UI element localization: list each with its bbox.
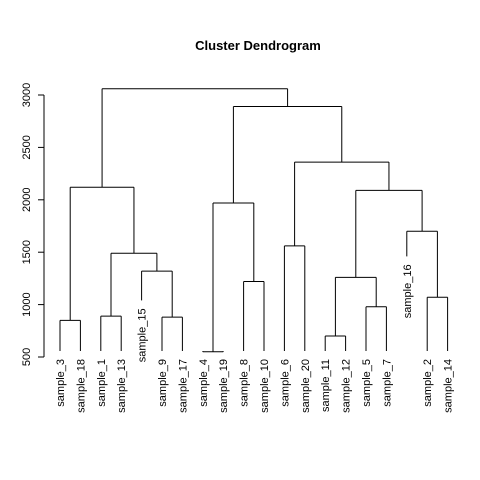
chart-title: Cluster Dendrogram bbox=[195, 38, 321, 53]
leaf-label: sample_16 bbox=[402, 264, 414, 318]
y-tick-label: 500 bbox=[21, 348, 33, 366]
leaf-label: sample_9 bbox=[157, 359, 169, 407]
y-tick-label: 2000 bbox=[21, 188, 33, 212]
leaf-label: sample_18 bbox=[75, 359, 87, 413]
leaf-label: sample_2 bbox=[422, 359, 434, 407]
leaf-label: sample_15 bbox=[137, 308, 149, 362]
leaf-label: sample_7 bbox=[381, 359, 393, 407]
leaf-label: sample_17 bbox=[177, 359, 189, 413]
leaf-label: sample_5 bbox=[361, 359, 373, 407]
leaf-label: sample_3 bbox=[55, 359, 67, 407]
leaf-label: sample_10 bbox=[259, 359, 271, 413]
y-axis: 500 1000 1500 2000 2500 3000 bbox=[21, 83, 45, 366]
leaf-label: sample_13 bbox=[116, 359, 128, 413]
leaf-label: sample_6 bbox=[279, 359, 291, 407]
leaf-label: sample_4 bbox=[198, 359, 210, 407]
leaf-labels: sample_3 sample_18 sample_1 sample_13 sample… bbox=[55, 264, 455, 412]
y-tick-label: 1000 bbox=[21, 292, 33, 316]
leaf-label: sample_1 bbox=[96, 359, 108, 407]
leaf-label: sample_14 bbox=[443, 359, 455, 413]
leaf-label: sample_19 bbox=[218, 359, 230, 413]
leaf-label: sample_8 bbox=[239, 359, 251, 407]
leaf-label: sample_12 bbox=[341, 359, 353, 413]
y-tick-label: 1500 bbox=[21, 240, 33, 264]
y-tick-label: 3000 bbox=[21, 83, 33, 107]
y-tick-label: 2500 bbox=[21, 135, 33, 159]
leaf-label: sample_20 bbox=[300, 359, 312, 413]
dendrogram-branches bbox=[59, 88, 449, 353]
leaf-label: sample_11 bbox=[320, 359, 332, 412]
